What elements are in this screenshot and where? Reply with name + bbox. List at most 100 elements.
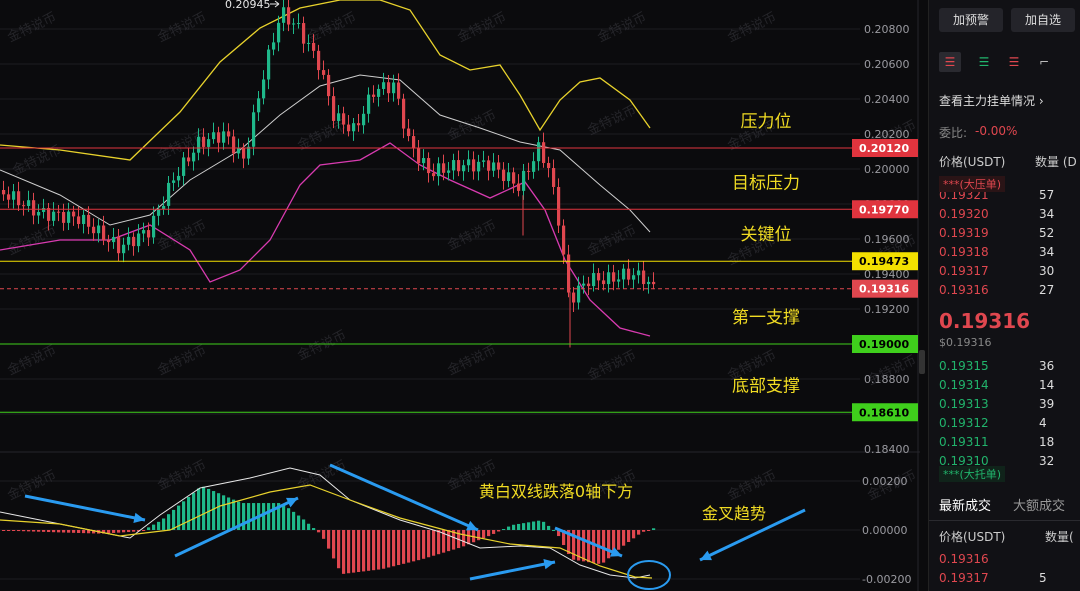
candle-body	[57, 211, 61, 213]
watermark-text: 金特说币	[5, 222, 59, 258]
candle-body	[97, 225, 101, 234]
macd-histogram-bar	[392, 530, 396, 567]
book-trades-icon[interactable]: ⌐	[1038, 55, 1050, 69]
candle-body	[397, 82, 401, 99]
ask-row[interactable]: 0.19319 52	[939, 224, 1080, 242]
candle-body	[272, 42, 276, 50]
candle-body	[382, 82, 386, 89]
macd-histogram-bar	[132, 530, 136, 532]
candle-body	[282, 7, 286, 23]
ask-row-qty: 52	[1039, 226, 1055, 240]
candle-body	[362, 113, 366, 126]
macd-histogram-bar	[62, 530, 66, 533]
bid-row-price: 0.19310	[939, 454, 989, 468]
candle-body	[187, 157, 191, 162]
macd-histogram-bar	[47, 530, 51, 533]
book-both-icon[interactable]: ☰	[939, 52, 961, 72]
macd-histogram-bar	[622, 530, 626, 546]
ask-row[interactable]: 0.19320 34	[939, 205, 1080, 223]
macd-histogram-bar	[172, 509, 176, 530]
ask-row[interactable]: 0.19318 34	[939, 243, 1080, 261]
depth-link[interactable]: 查看主力挂单情况 ›	[939, 94, 1044, 108]
blue-arrow-icon	[554, 526, 623, 558]
candle-body	[612, 272, 616, 282]
ask-row[interactable]: 0.19316 27	[939, 281, 1080, 299]
candle-body	[237, 148, 241, 154]
add-watchlist-button[interactable]: 加自选	[1011, 8, 1076, 32]
macd-histogram-bar	[517, 523, 521, 530]
order-book-panel: 加预警 加自选 ☰ ☰ ☰ ⌐ 查看主力挂单情况 › 委比: -0.00% 价格…	[928, 0, 1080, 591]
candle-body	[77, 216, 81, 224]
candle-body	[507, 172, 511, 182]
macd-histogram-bar	[77, 530, 81, 533]
candle-body	[452, 160, 456, 171]
macd-histogram-bar	[117, 530, 121, 533]
bid-row[interactable]: 0.19311 18	[939, 433, 1080, 451]
macd-histogram-bar	[407, 530, 411, 563]
macd-histogram-bar	[122, 530, 126, 533]
macd-histogram-bar	[237, 501, 241, 530]
candle-body	[12, 191, 16, 200]
macd-histogram-bar	[602, 530, 606, 563]
level-price-tag	[852, 403, 918, 422]
golden-cross-circle	[627, 560, 671, 590]
book-bids-icon[interactable]: ☰	[978, 55, 990, 69]
candle-body	[297, 23, 301, 25]
macd-histogram-bar	[342, 530, 346, 574]
bid-row[interactable]: 0.19312 4	[939, 414, 1080, 432]
macd-histogram-bar	[302, 519, 306, 530]
candle-body	[387, 82, 391, 94]
level-name-label: 第一支撑	[732, 308, 800, 328]
arrow-head	[133, 512, 145, 523]
macd-histogram-bar	[507, 526, 511, 530]
ask-row-qty: 34	[1039, 207, 1055, 221]
macd-histogram-bar	[317, 530, 321, 533]
macd-histogram-bar	[202, 486, 206, 530]
bid-row[interactable]: 0.19315 36	[939, 357, 1080, 375]
candle-body	[102, 225, 106, 241]
candle-body	[292, 23, 296, 25]
candle-body	[332, 96, 336, 121]
blue-arrow-icon	[699, 508, 806, 562]
bid-row[interactable]: 0.19313 39	[939, 395, 1080, 413]
macd-histogram-bar	[437, 530, 441, 555]
candle-body	[582, 283, 586, 286]
macd-histogram-bar	[277, 503, 281, 530]
candle-body	[192, 152, 196, 162]
y-tick-label: 0.20600	[864, 58, 910, 71]
bid-row-qty: 14	[1039, 378, 1055, 392]
candle-body	[557, 186, 561, 226]
candle-body	[622, 268, 626, 280]
tab-big-trades[interactable]: 大额成交	[1013, 499, 1066, 514]
add-alert-button[interactable]: 加预警	[939, 8, 1004, 32]
macd-histogram-bar	[102, 530, 106, 534]
macd-histogram-bar	[382, 530, 386, 569]
macd-histogram-bar	[197, 488, 201, 530]
scroll-handle[interactable]	[919, 350, 925, 374]
trade-row[interactable]: 0.19316	[939, 550, 1080, 568]
macd-histogram-bar	[232, 499, 236, 530]
bid-row[interactable]: 0.19314 14	[939, 376, 1080, 394]
watermark-text: 金特说币	[455, 9, 509, 45]
level-name-label: 底部支撑	[732, 376, 800, 396]
trade-row[interactable]: 0.19317 5	[939, 569, 1080, 587]
bollinger-lower-line	[0, 142, 651, 337]
macd-histogram-bar	[332, 530, 336, 559]
candle-body	[457, 160, 461, 172]
y-tick-label: 0.19600	[864, 233, 910, 246]
watermark-text: 金特说币	[725, 9, 779, 45]
macd-histogram-bar	[537, 520, 541, 530]
macd-histogram-bar	[142, 530, 146, 531]
macd-histogram-bar	[352, 530, 356, 573]
candle-body	[337, 113, 341, 121]
big-ask-tag: ***(大压单)	[939, 176, 1006, 192]
tab-latest-trades[interactable]: 最新成交	[939, 499, 992, 514]
macd-histogram-bar	[487, 530, 491, 537]
macd-histogram-bar	[447, 530, 451, 552]
book-asks-icon[interactable]: ☰	[1008, 55, 1020, 69]
bid-row[interactable]: 0.19310 32	[939, 452, 1080, 470]
candle-body	[542, 142, 546, 163]
macd-histogram-bar	[72, 530, 76, 533]
ask-row[interactable]: 0.19317 30	[939, 262, 1080, 280]
